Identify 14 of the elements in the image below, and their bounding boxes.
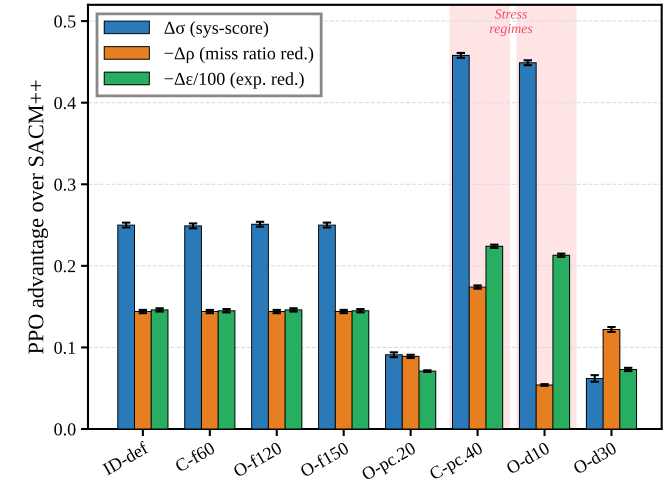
legend-label: Δσ (sys-score) xyxy=(164,21,268,38)
band-label: Stress regimes xyxy=(490,9,532,36)
y-tick-label: 0.1 xyxy=(54,342,76,354)
x-tick-label: O-d10 xyxy=(505,441,550,475)
y-tick-label: 0.5 xyxy=(54,15,76,28)
y-axis-title: PPO advantage over SACM++ xyxy=(28,80,48,354)
y-tick-label: 0.0 xyxy=(54,423,76,436)
y-tick-label: 0.2 xyxy=(54,260,76,272)
y-tick-label: 0.3 xyxy=(54,178,76,191)
legend-label: −Δρ (miss ratio red.) xyxy=(164,46,314,64)
legend-label: −Δε/100 (exp. red.) xyxy=(164,72,304,89)
x-tick-label: C-f60 xyxy=(174,441,216,473)
x-tick-label: O-d30 xyxy=(572,441,618,475)
y-tick-label: 0.4 xyxy=(54,96,76,110)
